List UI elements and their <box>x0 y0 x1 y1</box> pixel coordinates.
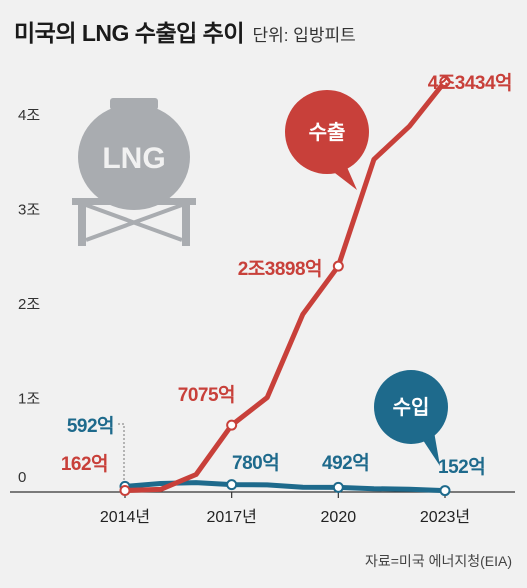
chart-series <box>119 76 451 497</box>
import-value-label: 152억 <box>438 456 485 478</box>
chart-title: 미국의 LNG 수출입 추이 <box>14 20 245 46</box>
x-tick-label: 2020 <box>321 509 357 526</box>
source-note: 자료=미국 에너지청(EIA) <box>365 553 512 569</box>
x-tick-label: 2023년 <box>420 508 470 526</box>
import-legend-label: 수입 <box>393 396 430 419</box>
chart-unit: 단위: 입방피트 <box>252 26 356 45</box>
y-tick-label: 0 <box>18 469 26 486</box>
tank-leg-left <box>78 200 86 246</box>
x-tick-label: 2017년 <box>207 508 257 526</box>
tank-brace-2 <box>85 203 183 242</box>
import-bubble-circle <box>374 370 448 444</box>
export-point <box>439 76 451 88</box>
import-bubble: 수입 <box>374 370 448 466</box>
export-value-label: 7075억 <box>178 384 235 406</box>
lng-tank-icon: LNG <box>72 98 196 246</box>
import-value-label: 780억 <box>232 452 279 474</box>
export-value-label: 4조3434억 <box>428 72 512 94</box>
import-value-label: 592억 <box>67 415 114 437</box>
export-value-label: 162억 <box>61 453 108 475</box>
export-legend-label: 수출 <box>309 121 346 144</box>
export-series-line <box>122 79 448 493</box>
import-point <box>226 479 238 491</box>
import-point <box>439 485 451 497</box>
export-bubble: 수출 <box>285 90 369 190</box>
tank-label: LNG <box>102 142 165 175</box>
export-point <box>226 419 238 431</box>
export-point <box>119 484 131 496</box>
label-leader <box>118 423 125 488</box>
y-tick-label: 3조 <box>18 202 40 219</box>
import-value-label: 492억 <box>322 452 369 474</box>
y-tick-label: 2조 <box>18 296 40 313</box>
export-bubble-circle <box>285 90 369 174</box>
tank-body <box>78 104 190 210</box>
export-point <box>332 260 344 272</box>
import-point <box>332 481 344 493</box>
tank-leg-right <box>182 200 190 246</box>
y-tick-label: 1조 <box>18 391 40 408</box>
x-tick-label: 2014년 <box>100 508 150 526</box>
y-tick-label: 4조 <box>18 107 40 124</box>
export-value-label: 2조3898억 <box>238 258 322 280</box>
chart-data-labels: 162억 7075억 2조3898억 4조3434억 592억 780억 492억 152억 <box>61 72 513 478</box>
chart-header: 미국의 LNG 수출입 추이 단위: 입방피트 <box>14 14 356 48</box>
